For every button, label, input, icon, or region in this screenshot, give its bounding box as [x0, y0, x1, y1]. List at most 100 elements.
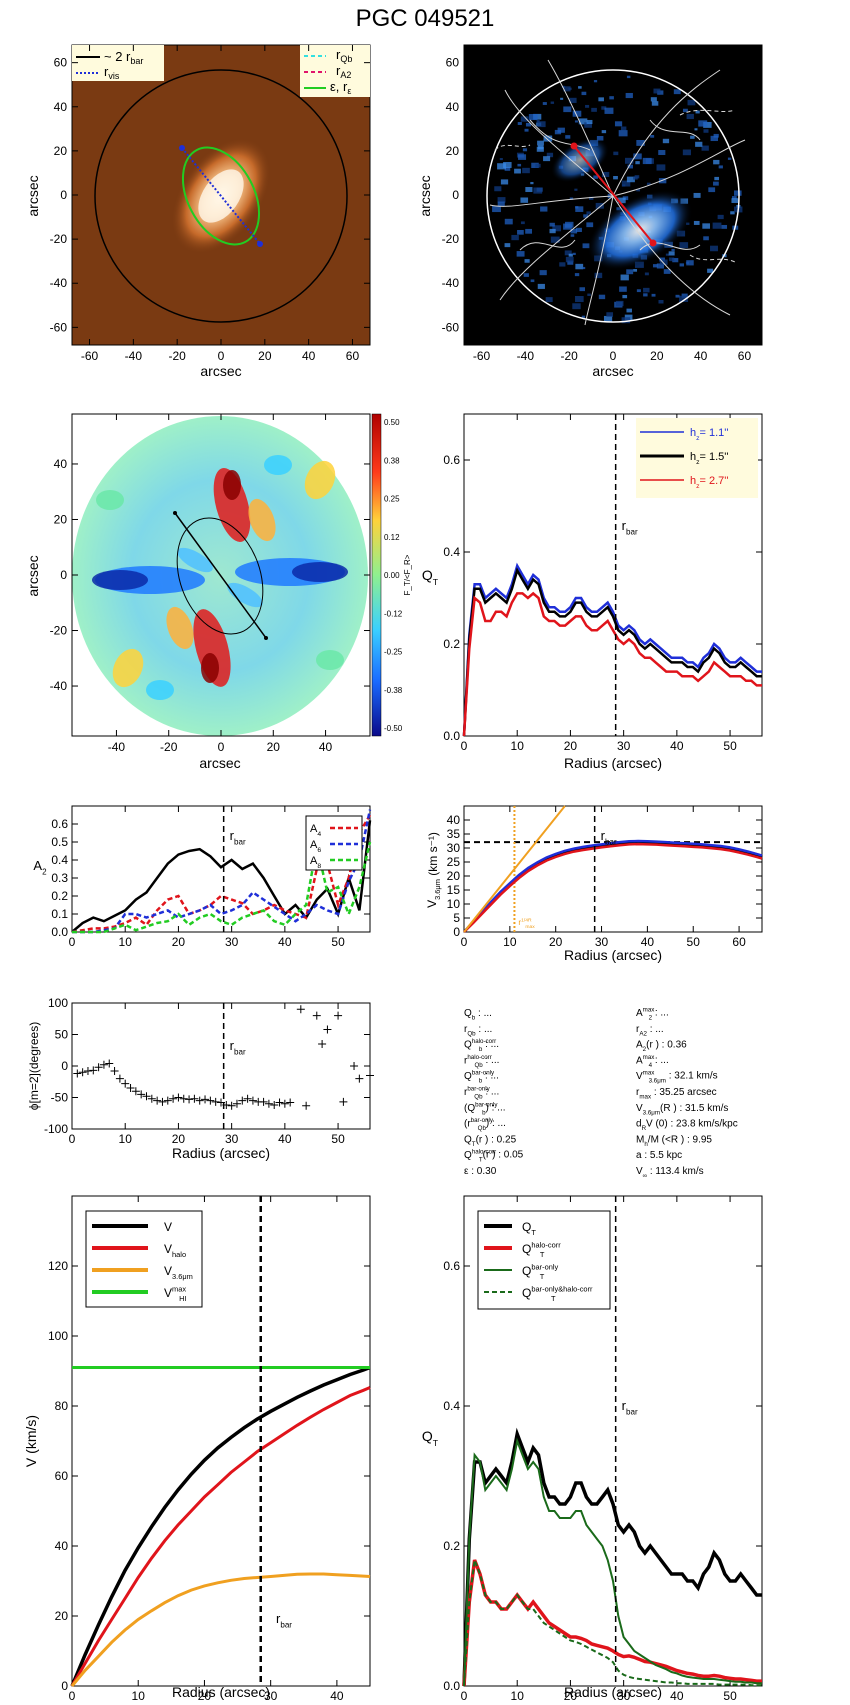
speckle — [695, 141, 703, 147]
ellipticity-ellipse — [181, 146, 261, 246]
data-point — [99, 1060, 108, 1069]
y-tick-label: 40 — [446, 100, 460, 114]
colorbar-tick-label: -0.38 — [384, 686, 403, 695]
speckle — [617, 197, 626, 204]
speckle — [565, 135, 571, 139]
legend-label: A8 — [310, 855, 321, 870]
bar-end-marker — [257, 241, 263, 247]
data-point — [126, 1084, 135, 1093]
speckle — [531, 162, 539, 169]
series-line — [462, 591, 762, 737]
bar-axis-line — [174, 512, 267, 639]
series-line — [71, 820, 372, 933]
speckle — [621, 317, 631, 324]
speckle — [575, 206, 579, 209]
x-tick-label: -60 — [81, 349, 99, 363]
speckle — [622, 294, 628, 299]
data-point — [174, 1093, 183, 1102]
speckle — [517, 122, 522, 125]
speckle — [593, 175, 599, 179]
legend-label: Qbar-only T — [522, 1263, 558, 1282]
speckle — [727, 157, 732, 160]
speckle — [682, 149, 692, 156]
y-tick-label: 40 — [54, 457, 68, 471]
contour-circle — [486, 69, 740, 323]
speckle — [563, 223, 572, 230]
y-tick-label: 20 — [447, 869, 461, 883]
speckle — [603, 315, 613, 322]
force-blob — [227, 582, 263, 608]
legend-label: ε, rε — [330, 79, 351, 96]
contour-line — [612, 195, 731, 316]
x-tick-label: 0 — [218, 740, 225, 754]
speckle — [559, 262, 566, 267]
page-title: PGC 049521 — [356, 5, 495, 32]
y-tick-label: 0.2 — [443, 1539, 460, 1553]
parameter-line: Qhalo-corr b : ... — [464, 1038, 499, 1053]
speckle — [497, 197, 506, 203]
y-tick-label: 20 — [446, 144, 460, 158]
x-tick-label: 10 — [119, 935, 133, 949]
y-tick-label: 15 — [447, 883, 461, 897]
speckle — [650, 134, 655, 138]
speckle — [550, 101, 555, 104]
x-tick-label: 50 — [331, 1132, 345, 1146]
y-tick-label: -40 — [50, 679, 68, 693]
speckle — [601, 106, 607, 110]
y-tick-label: -40 — [442, 276, 460, 290]
speckle — [671, 248, 675, 252]
force-map-blobs — [92, 455, 348, 700]
parameter-line: Vmax 3.6μm : 32.1 km/s — [636, 1070, 718, 1085]
bar-end-marker — [649, 239, 657, 247]
speckle — [581, 91, 587, 96]
speckle — [626, 308, 632, 313]
speckle — [598, 294, 606, 300]
series-line — [70, 1386, 371, 1687]
speckle — [687, 99, 696, 106]
speckle — [679, 263, 685, 267]
x-axis-label: Radius (arcsec) — [564, 947, 662, 963]
speckle — [659, 257, 665, 262]
y-axis-label: arcsec — [417, 175, 433, 216]
x-tick-label: 20 — [258, 349, 272, 363]
x-tick-label: 40 — [302, 349, 316, 363]
x-tick-label: 40 — [670, 1689, 684, 1700]
colorbar-tick-label: -0.50 — [384, 724, 403, 733]
data-point — [264, 1099, 273, 1108]
speckle — [564, 250, 572, 256]
x-tick-label: 40 — [330, 1689, 344, 1700]
parameter-line: ε : 0.30 — [464, 1166, 497, 1177]
speckle — [713, 133, 719, 138]
speckle — [579, 287, 586, 292]
speckle — [636, 289, 641, 293]
y-tick-label: -20 — [442, 232, 460, 246]
speckle — [686, 113, 694, 120]
legend-label: Qhalo-corr T — [522, 1241, 561, 1260]
y-axis-label: V (km/s) — [23, 1415, 39, 1467]
speckle — [712, 222, 722, 229]
parameter-line: Amax 4 : ... — [636, 1054, 669, 1069]
y-tick-label: 20 — [55, 1609, 69, 1623]
speckle — [717, 214, 724, 220]
speckle — [518, 154, 527, 160]
speckle — [731, 198, 739, 203]
marker-label: r1/4R max — [518, 917, 535, 929]
x-axis-label: Radius (arcsec) — [172, 1145, 270, 1161]
qt-profile-chart: 0 10 20 30 40 50 0.0 0.2 0.4 0.6 rbar QT Radius (arc… — [422, 413, 763, 771]
speckle — [613, 151, 619, 156]
data-point — [259, 1097, 268, 1106]
speckle — [663, 269, 671, 274]
x-axis-label: Radius (arcsec) — [172, 1684, 270, 1700]
x-tick-label: 20 — [172, 1132, 186, 1146]
y-tick-label: -60 — [50, 320, 68, 334]
speckle — [522, 148, 528, 152]
force-blob — [166, 606, 194, 650]
bar-axis-line — [573, 145, 654, 244]
speckle — [668, 251, 675, 256]
parameter-line: rbar-only Qb : ... — [464, 1086, 499, 1101]
speckle — [511, 234, 519, 241]
series-line — [463, 839, 763, 933]
y-tick-label: 0.0 — [443, 729, 460, 743]
